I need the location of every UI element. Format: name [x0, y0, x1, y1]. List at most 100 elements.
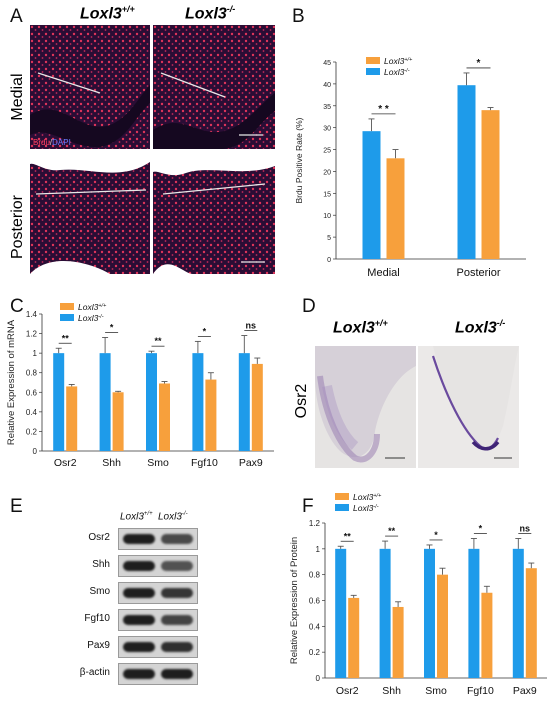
y-tick-label: 0.6 — [309, 597, 321, 606]
stain-brdu: Brdu — [33, 138, 50, 147]
y-tick-label: 5 — [327, 235, 331, 242]
micrograph-posterior-wt — [30, 152, 150, 274]
insitu-image — [315, 346, 416, 463]
y-tick-label: 0.2 — [309, 648, 321, 657]
micrograph-image — [153, 152, 275, 274]
chart-c: 0 0.2 0.4 0.6 0.8 1 1.2 1.4 Relative Expression … — [6, 302, 274, 469]
bar — [468, 548, 480, 678]
bar — [481, 592, 493, 678]
panel-d-genotype-wt: Loxl3+/+ — [333, 318, 388, 337]
bar — [99, 353, 111, 451]
y-tick-label: 25 — [323, 148, 331, 155]
micrograph-image — [30, 152, 150, 274]
blot-strip — [118, 582, 198, 604]
y-tick-label: 0.8 — [26, 369, 38, 378]
legend-label: Loxl3-/- — [353, 503, 379, 513]
legend-swatch — [60, 314, 74, 321]
significance-label: * — [479, 524, 483, 534]
bar — [525, 568, 537, 678]
bar — [251, 363, 263, 451]
blot-band — [161, 561, 193, 571]
bar — [66, 386, 78, 451]
bar — [112, 392, 124, 451]
bar — [335, 548, 347, 678]
genotype-label: Loxl3 — [80, 5, 122, 23]
significance-label: ns — [520, 524, 531, 534]
genotype-sup: +/+ — [374, 318, 388, 328]
legend-label-sup: -/- — [404, 68, 409, 74]
y-tick-label: 35 — [323, 104, 331, 111]
panel-e-letter: E — [10, 496, 23, 517]
significance-label: ** — [62, 333, 70, 343]
y-tick-label: 20 — [323, 169, 331, 176]
significance-label: * — [110, 322, 114, 332]
y-tick-label: 45 — [323, 60, 331, 67]
bar — [159, 383, 170, 451]
panel-c-letter: C — [10, 296, 24, 317]
bar — [362, 131, 381, 259]
genotype-sup: -/- — [226, 4, 236, 14]
micrograph-image — [30, 25, 150, 149]
x-tick-label: Osr2 — [54, 457, 77, 469]
significance-label: ** — [154, 336, 162, 346]
blot-col-ko: Loxl3-/- — [158, 511, 188, 522]
y-tick-label: 10 — [323, 213, 331, 220]
x-tick-label: Osr2 — [336, 685, 359, 697]
y-tick-label: 1.2 — [26, 330, 38, 339]
bar — [424, 548, 435, 678]
legend-label-sup: +/+ — [98, 303, 107, 309]
panel-f-letter: F — [302, 496, 314, 517]
legend-swatch — [366, 57, 380, 64]
genotype-sup: +/+ — [121, 4, 135, 14]
legend-label-sup: +/+ — [373, 493, 382, 499]
x-tick-label: Fgf10 — [467, 685, 494, 697]
y-tick-label: 0.2 — [26, 427, 38, 436]
panel-a-letter: A — [10, 6, 23, 27]
y-tick-label: 1.2 — [309, 519, 321, 528]
x-tick-label: Pax9 — [239, 457, 263, 469]
blot-band — [161, 669, 193, 679]
blot-band — [123, 615, 155, 625]
blot-col-label: Loxl3 — [120, 511, 144, 523]
y-tick-label: 30 — [323, 126, 331, 133]
y-tick-label: 0.8 — [309, 571, 321, 580]
legend-label-sup: -/- — [98, 314, 103, 320]
blot-row-label: Pax9 — [87, 640, 110, 651]
x-tick-label: Smo — [425, 685, 447, 697]
blot-row-label: Osr2 — [88, 532, 110, 543]
legend-swatch — [335, 493, 349, 500]
y-tick-label: 1.4 — [26, 310, 38, 319]
blot-row-label: Shh — [92, 559, 110, 570]
significance-label: ** — [388, 526, 396, 536]
blot-band — [123, 561, 155, 571]
significance-label: ns — [246, 321, 257, 331]
insitu-image — [418, 346, 519, 468]
stain-sep: / — [49, 138, 53, 147]
blot-col-wt: Loxl3+/+ — [120, 511, 153, 522]
blot-band — [161, 642, 193, 652]
micrograph-posterior-ko — [153, 152, 275, 274]
y-tick-label: 0 — [327, 257, 331, 264]
bar — [238, 353, 250, 451]
legend-label-sup: +/+ — [404, 57, 413, 63]
blot-strip — [118, 555, 198, 577]
genotype-sup: -/- — [496, 318, 506, 328]
bar — [53, 353, 65, 451]
significance-label: * — [434, 530, 438, 540]
micrograph-image — [153, 25, 275, 149]
significance-label: * — [477, 58, 481, 69]
panel-a-genotype-ko: Loxl3-/- — [185, 4, 235, 23]
stain-legend: Brdu/DAPI — [33, 138, 71, 147]
chart-b: 0 5 10 15 20 25 30 35 40 45 Brdu Positive Rate (%)… — [294, 56, 526, 279]
y-tick-label: 1 — [316, 545, 321, 554]
panel-b-letter: B — [292, 6, 305, 27]
x-tick-label: Fgf10 — [191, 457, 218, 469]
blot-band — [123, 534, 155, 544]
y-tick-label: 0 — [33, 447, 38, 456]
blot-band — [123, 669, 155, 679]
bar — [457, 85, 476, 259]
significance-label: * — [203, 326, 207, 336]
bar — [481, 110, 500, 260]
y-tick-label: 15 — [323, 191, 331, 198]
blot-row-label: Fgf10 — [84, 613, 110, 624]
